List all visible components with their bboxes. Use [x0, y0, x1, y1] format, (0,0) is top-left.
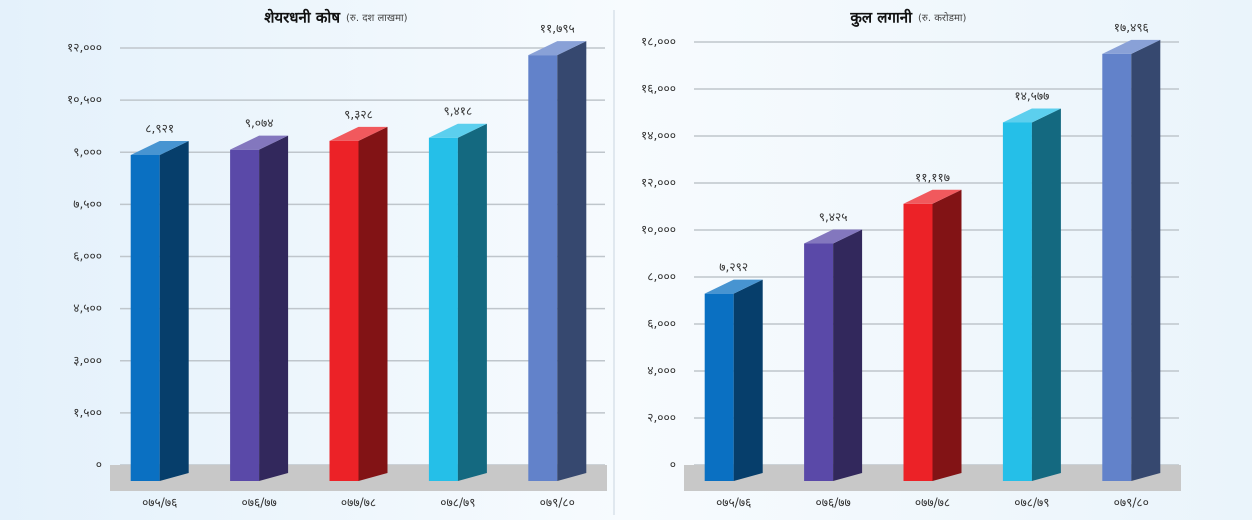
x-tick-label: ०७५/७६ — [142, 496, 177, 510]
value-label: ११,७९५ — [540, 22, 575, 36]
x-tick-label: ०७८/७९ — [1014, 496, 1049, 510]
bar-side — [358, 126, 388, 482]
bar-top — [428, 123, 487, 138]
value-label: १७,४९६ — [1114, 20, 1149, 34]
bar-side — [833, 229, 863, 481]
chart-subtitle: (रु. दश लाखमा) — [346, 13, 408, 24]
bar-top — [1002, 108, 1061, 123]
bar — [704, 293, 734, 481]
bar-top — [130, 140, 189, 155]
bar-side — [932, 189, 962, 482]
bar-top — [804, 229, 863, 244]
bar — [903, 203, 933, 482]
y-tick-label: ७,५०० — [73, 197, 102, 211]
y-tick-label: ६,००० — [647, 317, 676, 331]
x-tick-label: ०७७/७८ — [915, 496, 950, 510]
bar — [130, 154, 160, 482]
y-tick-label: ८,००० — [647, 270, 676, 284]
bar-top — [528, 41, 587, 56]
y-tick-label: ४,५०० — [73, 301, 102, 315]
bar-top — [1102, 39, 1161, 54]
x-tick-label: ०७९/८० — [540, 496, 575, 510]
y-tick-label: १०,००० — [641, 223, 676, 237]
bar — [528, 55, 558, 481]
bar-top — [230, 135, 289, 150]
bar-top — [704, 279, 763, 294]
y-tick-label: ० — [96, 458, 102, 472]
y-tick-label: ० — [670, 458, 676, 472]
value-label: ९,०७४ — [245, 116, 274, 130]
bar-side — [159, 140, 189, 482]
bar-side — [557, 41, 587, 481]
value-label: ७,२९२ — [719, 260, 748, 274]
bar-side — [1031, 108, 1061, 482]
chart-title: कुल लगानी — [849, 9, 913, 28]
bar-top — [329, 126, 388, 141]
x-tick-label: ०७९/८० — [1114, 496, 1149, 510]
value-label: ८,९२१ — [145, 121, 174, 135]
x-tick-label: ०७५/७६ — [716, 496, 751, 510]
y-tick-label: १२,००० — [67, 41, 102, 55]
bar-side — [457, 123, 487, 482]
x-tick-label: ०७७/७८ — [341, 496, 376, 510]
y-tick-label: ३,००० — [73, 353, 102, 367]
chart-subtitle: (रु. करोडमा) — [918, 12, 967, 24]
bar-top — [903, 189, 962, 204]
bar — [230, 149, 260, 481]
value-label: ९,३२८ — [344, 107, 373, 121]
y-tick-label: १०,५०० — [67, 93, 102, 107]
x-tick-label: ०७८/७९ — [440, 496, 475, 510]
value-label: ११,११७ — [915, 170, 950, 184]
y-tick-label: ६,००० — [73, 249, 102, 263]
y-tick-label: १२,००० — [641, 176, 676, 190]
chart-title: शेयरधनी कोष — [264, 9, 341, 27]
x-tick-label: ०७६/७७ — [815, 496, 850, 510]
bar — [804, 243, 834, 481]
bar — [329, 140, 359, 482]
y-tick-label: १४,००० — [641, 129, 676, 143]
value-label: ९,४१८ — [444, 104, 473, 118]
value-label: १४,५७७ — [1014, 89, 1049, 103]
bar — [1102, 53, 1132, 482]
bar-side — [1131, 39, 1161, 482]
bar-side — [733, 279, 763, 481]
y-tick-label: १८,००० — [641, 35, 676, 49]
y-tick-label: ९,००० — [73, 145, 102, 159]
bar — [1002, 122, 1032, 482]
x-tick-label: ०७६/७७ — [241, 496, 276, 510]
y-tick-label: १,५०० — [73, 405, 102, 419]
bar — [428, 137, 458, 482]
bar-side — [259, 135, 289, 481]
y-tick-label: ४,००० — [647, 364, 676, 378]
y-tick-label: १६,००० — [641, 82, 676, 96]
value-label: ९,४२५ — [819, 210, 848, 224]
y-tick-label: २,००० — [647, 411, 676, 425]
